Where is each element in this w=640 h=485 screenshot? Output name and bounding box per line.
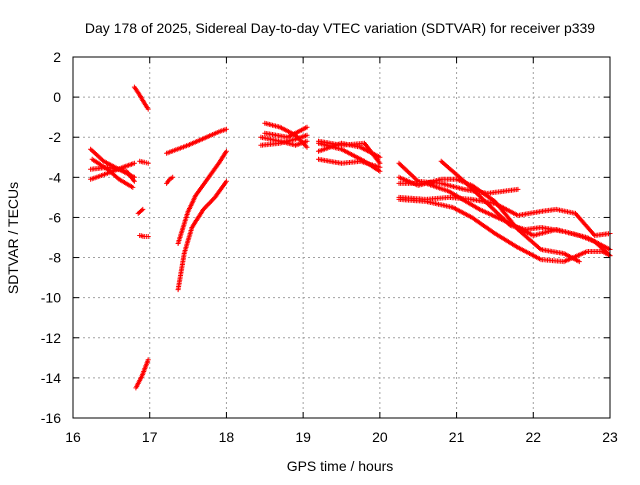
y-axis-label: SDTVAR / TECUs bbox=[5, 182, 21, 294]
series-arc-1d bbox=[89, 156, 136, 190]
data-markers bbox=[175, 178, 229, 293]
data-markers bbox=[316, 156, 383, 170]
data-markers bbox=[396, 196, 613, 265]
x-tick-label: 19 bbox=[295, 429, 311, 445]
series-arc-9 bbox=[175, 178, 229, 293]
y-tick-label: -12 bbox=[41, 330, 61, 346]
series-arc-8 bbox=[164, 126, 229, 156]
series-arc-14 bbox=[438, 158, 613, 252]
x-tick-label: 22 bbox=[525, 429, 541, 445]
x-tick-label: 17 bbox=[142, 429, 158, 445]
data-markers bbox=[135, 206, 146, 216]
series-arc-6 bbox=[133, 357, 151, 391]
y-tick-label: -10 bbox=[41, 290, 61, 306]
x-axis-label: GPS time / hours bbox=[287, 458, 394, 474]
series-arc-10 bbox=[175, 148, 229, 246]
x-tick-label: 23 bbox=[602, 429, 618, 445]
data-points bbox=[88, 84, 613, 391]
series-arc-12c bbox=[316, 156, 383, 170]
series-arc-5 bbox=[137, 233, 151, 239]
data-markers bbox=[133, 357, 151, 391]
y-tick-label: -2 bbox=[49, 129, 62, 145]
y-tick-label: -8 bbox=[49, 250, 62, 266]
x-tick-label: 18 bbox=[219, 429, 235, 445]
data-markers bbox=[175, 148, 229, 246]
data-markers bbox=[89, 156, 136, 190]
x-tick-label: 20 bbox=[372, 429, 388, 445]
data-markers bbox=[316, 138, 383, 166]
data-markers bbox=[262, 124, 310, 140]
series-arc-7 bbox=[164, 174, 176, 186]
series-arc-4 bbox=[137, 158, 151, 166]
data-markers bbox=[438, 158, 613, 252]
y-tick-label: -4 bbox=[49, 169, 62, 185]
x-tick-label: 16 bbox=[65, 429, 81, 445]
data-markers bbox=[164, 126, 229, 156]
series-arc-13d bbox=[396, 196, 613, 265]
series-arc-12d bbox=[316, 138, 383, 166]
series-arc-11d bbox=[262, 124, 310, 140]
plot-frame bbox=[72, 56, 611, 419]
y-tick-label: 2 bbox=[53, 49, 61, 65]
data-markers bbox=[137, 233, 151, 239]
data-markers bbox=[164, 174, 176, 186]
data-markers bbox=[137, 158, 151, 166]
series-arc-3 bbox=[135, 206, 146, 216]
x-tick-label: 21 bbox=[449, 429, 465, 445]
y-tick-label: -16 bbox=[41, 410, 61, 426]
y-tick-label: 0 bbox=[53, 89, 61, 105]
y-tick-label: -14 bbox=[41, 370, 61, 386]
data-markers bbox=[131, 84, 151, 112]
y-tick-label: -6 bbox=[49, 209, 62, 225]
chart-title: Day 178 of 2025, Sidereal Day-to-day VTE… bbox=[85, 20, 595, 36]
series-arc-2 bbox=[131, 84, 151, 112]
